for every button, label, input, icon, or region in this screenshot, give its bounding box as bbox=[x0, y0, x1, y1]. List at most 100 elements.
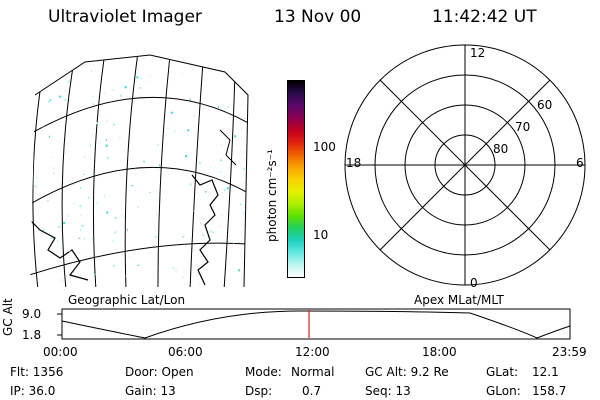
emission-speck bbox=[125, 275, 127, 277]
emission-speck bbox=[199, 162, 202, 165]
emission-speck bbox=[214, 178, 217, 180]
emission-speck bbox=[187, 129, 190, 132]
emission-speck bbox=[193, 114, 195, 117]
emission-speck bbox=[67, 80, 70, 83]
glon-value: 158.7 bbox=[532, 384, 567, 398]
emission-speck bbox=[48, 100, 50, 103]
emission-speck bbox=[61, 279, 63, 282]
coastline bbox=[219, 129, 237, 166]
emission-speck bbox=[128, 256, 130, 258]
orbit-plot-frame bbox=[61, 308, 571, 340]
emission-speck bbox=[36, 176, 38, 179]
emission-speck bbox=[159, 164, 161, 167]
longitude-line bbox=[92, 55, 106, 287]
emission-speck bbox=[48, 135, 50, 138]
emission-speck bbox=[50, 98, 52, 101]
emission-speck bbox=[83, 156, 86, 158]
emission-speck bbox=[80, 187, 82, 189]
ip-value: IP: 36.0 bbox=[10, 384, 56, 398]
emission-speck bbox=[96, 202, 98, 205]
flight-number: Flt: 1356 bbox=[10, 365, 64, 379]
emission-speck bbox=[114, 231, 117, 234]
emission-speck bbox=[143, 160, 145, 163]
emission-speck bbox=[79, 205, 82, 208]
gain-value: Gain: 13 bbox=[125, 384, 176, 398]
orbit-y-axis-title: GC Alt bbox=[1, 298, 15, 336]
emission-speck bbox=[92, 96, 94, 98]
colorbar-tick-100: 100 bbox=[313, 140, 336, 154]
sequence-number: Seq: 13 bbox=[365, 384, 411, 398]
emission-speck bbox=[42, 125, 44, 128]
image-date: 13 Nov 00 bbox=[274, 7, 362, 27]
emission-speck bbox=[156, 144, 159, 146]
door-status: Door: Open bbox=[125, 365, 194, 379]
emission-speck bbox=[161, 95, 163, 97]
emission-speck bbox=[182, 276, 185, 278]
emission-speck bbox=[212, 231, 215, 234]
emission-speck bbox=[193, 210, 195, 212]
emission-speck bbox=[56, 240, 59, 242]
emission-speck bbox=[237, 241, 240, 243]
emission-speck bbox=[222, 192, 224, 194]
emission-speck bbox=[84, 237, 86, 240]
emission-speck bbox=[120, 203, 122, 205]
emission-speck bbox=[137, 206, 139, 209]
emission-speck bbox=[227, 106, 229, 109]
dsp-label: Dsp: bbox=[245, 384, 273, 398]
instrument-title: Ultraviolet Imager bbox=[48, 7, 202, 27]
emission-speck bbox=[57, 226, 60, 228]
emission-speck bbox=[127, 228, 129, 231]
emission-speck bbox=[58, 95, 61, 98]
emission-speck bbox=[136, 76, 139, 79]
emission-speck bbox=[174, 130, 176, 133]
emission-speck bbox=[137, 264, 140, 266]
orbit-x-tick-2359: 23:59 bbox=[552, 345, 587, 359]
emission-speck bbox=[115, 248, 117, 250]
latitude-line bbox=[30, 166, 248, 211]
orbit-y-tick-9: 9.0 bbox=[22, 307, 42, 321]
emission-speck bbox=[156, 212, 158, 214]
glat-value: 12.1 bbox=[532, 365, 559, 379]
emission-speck bbox=[167, 127, 169, 129]
gc-altitude: GC Alt: 9.2 Re bbox=[365, 365, 449, 379]
emission-speck bbox=[242, 168, 245, 171]
emission-speck bbox=[199, 222, 201, 225]
emission-speck bbox=[220, 144, 222, 146]
emission-speck bbox=[111, 89, 114, 91]
map-label: Geographic Lat/Lon bbox=[68, 293, 186, 307]
emission-speck bbox=[140, 77, 142, 79]
emission-speck bbox=[113, 264, 116, 267]
orbit-y-tick-1-8: 1.8 bbox=[22, 328, 42, 342]
emission-speck bbox=[220, 159, 222, 162]
orbit-x-tick-1800: 18:00 bbox=[422, 345, 457, 359]
coastline bbox=[30, 219, 89, 281]
emission-speck bbox=[233, 242, 235, 244]
emission-speck bbox=[63, 222, 66, 225]
emission-speck bbox=[69, 250, 71, 253]
emission-speck bbox=[105, 138, 107, 141]
emission-speck bbox=[155, 235, 158, 238]
emission-speck bbox=[135, 190, 137, 192]
emission-speck bbox=[241, 126, 243, 129]
emission-speck bbox=[43, 229, 45, 232]
emission-speck bbox=[103, 92, 106, 94]
emission-speck bbox=[202, 234, 205, 237]
altitude-curve bbox=[61, 310, 571, 339]
emission-speck bbox=[81, 225, 84, 227]
emission-speck bbox=[34, 185, 37, 188]
latitude-line bbox=[30, 242, 248, 279]
orbit-x-tick-0000: 00:00 bbox=[43, 345, 78, 359]
emission-speck bbox=[61, 140, 63, 142]
emission-speck bbox=[131, 185, 134, 187]
emission-speck bbox=[235, 139, 237, 141]
emission-speck bbox=[52, 157, 54, 159]
emission-speck bbox=[92, 103, 94, 105]
emission-speck bbox=[112, 240, 114, 243]
intensity-colorbar bbox=[287, 80, 305, 278]
emission-speck bbox=[64, 90, 67, 92]
emission-speck bbox=[80, 229, 82, 232]
emission-speck bbox=[149, 191, 151, 193]
emission-speck bbox=[103, 194, 105, 197]
longitude-line bbox=[124, 55, 139, 287]
